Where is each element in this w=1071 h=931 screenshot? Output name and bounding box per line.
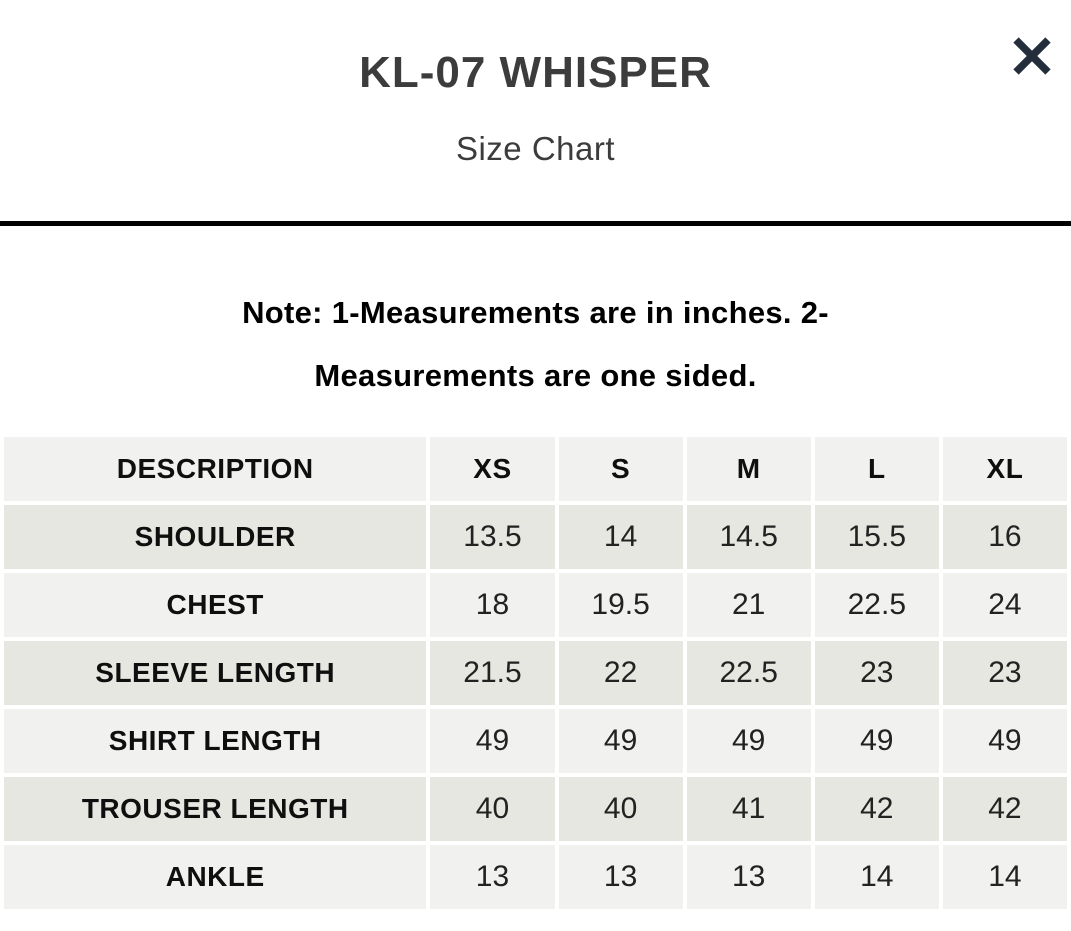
column-header-size: XS bbox=[430, 437, 555, 501]
table-header: DESCRIPTION XS S M L XL bbox=[4, 437, 1067, 501]
row-label: ANKLE bbox=[4, 845, 427, 909]
row-label: SHIRT LENGTH bbox=[4, 709, 427, 773]
table-row: ANKLE 13 13 13 14 14 bbox=[4, 845, 1067, 909]
measurement-value: 42 bbox=[942, 777, 1067, 841]
header-divider bbox=[0, 221, 1071, 226]
measurement-value: 14.5 bbox=[686, 505, 811, 569]
row-label: TROUSER LENGTH bbox=[4, 777, 427, 841]
measurement-value: 14 bbox=[558, 505, 683, 569]
size-chart-table: DESCRIPTION XS S M L XL SHOULDER 13.5 14 14.5 15.… bbox=[0, 433, 1071, 913]
table-row: SLEEVE LENGTH 21.5 22 22.5 23 23 bbox=[4, 641, 1067, 705]
modal-subtitle: Size Chart bbox=[455, 130, 616, 167]
measurement-value: 49 bbox=[430, 709, 555, 773]
measurement-value: 15.5 bbox=[814, 505, 939, 569]
measurement-value: 13 bbox=[430, 845, 555, 909]
measurement-value: 13.5 bbox=[430, 505, 555, 569]
measurement-note: Note: 1-Measurements are in inches. 2- Me… bbox=[0, 281, 1071, 407]
column-header-description: DESCRIPTION bbox=[4, 437, 427, 501]
measurement-value: 19.5 bbox=[558, 573, 683, 637]
measurement-value: 41 bbox=[686, 777, 811, 841]
measurement-value: 42 bbox=[814, 777, 939, 841]
table-body: SHOULDER 13.5 14 14.5 15.5 16 CHEST 18 19.5 21 22.… bbox=[4, 505, 1067, 909]
table-row: CHEST 18 19.5 21 22.5 24 bbox=[4, 573, 1067, 637]
table-row: SHOULDER 13.5 14 14.5 15.5 16 bbox=[4, 505, 1067, 569]
measurement-value: 13 bbox=[558, 845, 683, 909]
column-header-size: XL bbox=[942, 437, 1067, 501]
column-header-size: M bbox=[686, 437, 811, 501]
measurement-value: 49 bbox=[942, 709, 1067, 773]
table-header-row: DESCRIPTION XS S M L XL bbox=[4, 437, 1067, 501]
measurement-value: 23 bbox=[814, 641, 939, 705]
row-label: CHEST bbox=[4, 573, 427, 637]
row-label: SLEEVE LENGTH bbox=[4, 641, 427, 705]
modal-header: KL-07 WHISPER Size Chart bbox=[0, 0, 1071, 168]
table-row: TROUSER LENGTH 40 40 41 42 42 bbox=[4, 777, 1067, 841]
measurement-value: 13 bbox=[686, 845, 811, 909]
measurement-value: 49 bbox=[686, 709, 811, 773]
column-header-size: L bbox=[814, 437, 939, 501]
measurement-value: 49 bbox=[558, 709, 683, 773]
measurement-value: 49 bbox=[814, 709, 939, 773]
measurement-value: 23 bbox=[942, 641, 1067, 705]
measurement-value: 16 bbox=[942, 505, 1067, 569]
close-button[interactable] bbox=[1006, 30, 1058, 82]
note-line: Note: 1-Measurements are in inches. 2- bbox=[242, 295, 829, 330]
column-header-size: S bbox=[558, 437, 683, 501]
measurement-value: 21.5 bbox=[430, 641, 555, 705]
measurement-value: 40 bbox=[558, 777, 683, 841]
measurement-value: 18 bbox=[430, 573, 555, 637]
measurement-value: 21 bbox=[686, 573, 811, 637]
note-line: Measurements are one sided. bbox=[314, 358, 757, 393]
measurement-value: 40 bbox=[430, 777, 555, 841]
measurement-value: 22.5 bbox=[686, 641, 811, 705]
measurement-value: 24 bbox=[942, 573, 1067, 637]
measurement-value: 14 bbox=[942, 845, 1067, 909]
measurement-value: 22 bbox=[558, 641, 683, 705]
measurement-value: 14 bbox=[814, 845, 939, 909]
table-row: SHIRT LENGTH 49 49 49 49 49 bbox=[4, 709, 1067, 773]
measurement-value: 22.5 bbox=[814, 573, 939, 637]
close-icon bbox=[1009, 33, 1055, 79]
row-label: SHOULDER bbox=[4, 505, 427, 569]
product-title: KL-07 WHISPER bbox=[359, 48, 712, 97]
